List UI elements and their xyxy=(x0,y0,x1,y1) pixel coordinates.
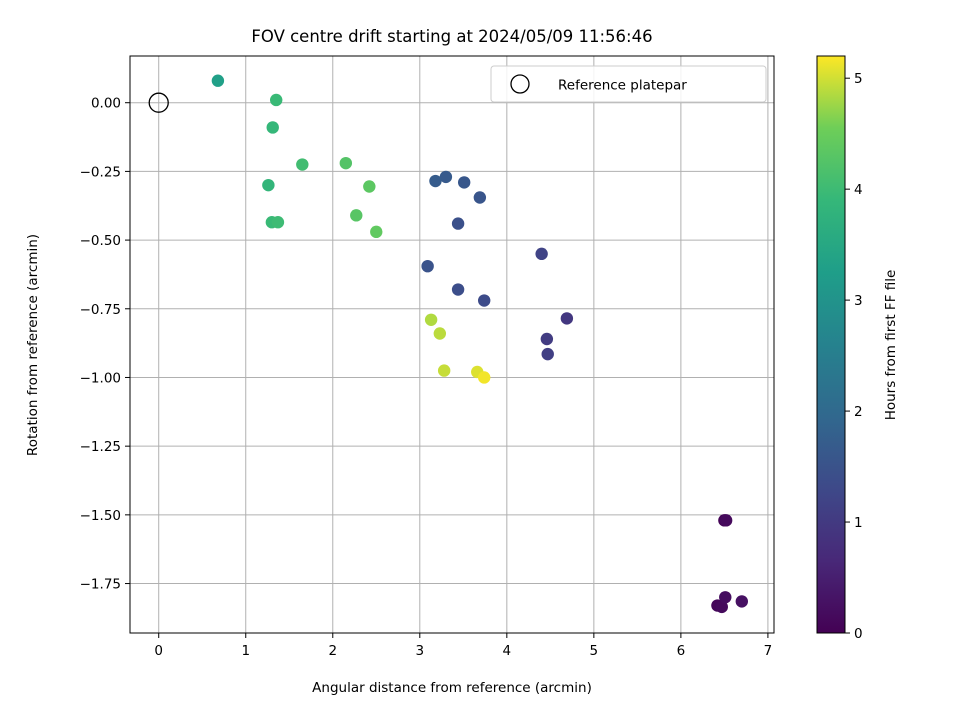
y-tick-label: −1.50 xyxy=(80,508,121,524)
data-point xyxy=(437,364,451,377)
data-point xyxy=(457,176,471,189)
legend-reference-label: Reference platepar xyxy=(558,78,687,94)
y-tick-label: −0.25 xyxy=(80,164,121,180)
colorbar-ticks: 0 1 2 3 4 5 xyxy=(845,71,863,642)
data-point xyxy=(424,313,438,326)
x-tick-label: 0 xyxy=(154,643,163,659)
colorbar-tick-label: 1 xyxy=(854,515,863,531)
data-point xyxy=(715,600,728,614)
data-point xyxy=(296,158,309,171)
y-tick-label: −0.50 xyxy=(80,233,121,249)
colorbar: 0 1 2 3 4 5 Hours from first FF file xyxy=(816,55,899,642)
x-axis-ticks: 0 1 2 3 4 5 6 7 xyxy=(154,633,772,659)
colorbar-tick-label: 5 xyxy=(854,71,863,87)
data-point xyxy=(350,209,363,222)
colorbar-tick-label: 4 xyxy=(854,182,863,198)
x-tick-label: 1 xyxy=(241,643,250,659)
data-points xyxy=(211,74,748,614)
data-point xyxy=(363,180,376,193)
data-point xyxy=(541,347,554,361)
data-point xyxy=(540,332,554,346)
x-tick-label: 4 xyxy=(503,643,512,659)
y-axis-label: Rotation from reference (arcmin) xyxy=(25,234,41,456)
data-point xyxy=(560,312,574,325)
data-point xyxy=(719,514,733,527)
chart-title: FOV centre drift starting at 2024/05/09 … xyxy=(251,27,652,46)
colorbar-gradient xyxy=(816,55,846,634)
data-point xyxy=(211,74,225,87)
x-tick-label: 6 xyxy=(677,643,686,659)
colorbar-tick-label: 2 xyxy=(854,404,863,420)
data-point xyxy=(339,156,353,170)
data-point xyxy=(266,121,279,134)
x-tick-label: 3 xyxy=(416,643,425,659)
data-point xyxy=(429,174,442,188)
x-tick-label: 5 xyxy=(590,643,599,659)
y-tick-label: −1.25 xyxy=(80,439,121,455)
data-point xyxy=(473,191,487,204)
data-point xyxy=(262,178,275,192)
legend-box xyxy=(490,65,767,103)
data-point xyxy=(439,170,453,184)
legend: Reference platepar xyxy=(490,65,767,103)
data-point xyxy=(478,371,491,384)
y-axis-ticks: 0.00 −0.25 −0.50 −0.75 −1.00 −1.25 −1.50 −1.75 xyxy=(80,96,130,593)
data-point xyxy=(433,327,447,340)
colorbar-tick-label: 0 xyxy=(854,626,863,642)
reference-marker-layer xyxy=(148,92,169,113)
plot-area xyxy=(129,55,775,634)
grid xyxy=(130,56,774,633)
y-tick-label: −0.75 xyxy=(80,302,121,318)
y-tick-label: −1.75 xyxy=(80,577,121,593)
data-point xyxy=(478,294,491,307)
x-tick-label: 7 xyxy=(764,643,773,659)
data-point xyxy=(421,259,434,273)
data-point xyxy=(451,283,465,296)
colorbar-label: Hours from first FF file xyxy=(883,270,899,421)
data-point xyxy=(270,93,283,107)
data-point xyxy=(271,216,285,229)
y-tick-label: 0.00 xyxy=(91,96,121,112)
x-axis-label: Angular distance from reference (arcmin) xyxy=(312,680,592,696)
data-point xyxy=(535,247,548,261)
colorbar-tick-label: 3 xyxy=(854,293,863,309)
data-point xyxy=(719,591,732,604)
x-tick-label: 2 xyxy=(328,643,337,659)
data-point xyxy=(370,225,383,239)
y-tick-label: −1.00 xyxy=(80,370,121,386)
legend-reference-marker xyxy=(510,74,530,94)
data-point xyxy=(451,217,465,230)
reference-marker xyxy=(148,92,169,113)
data-point xyxy=(735,595,748,608)
